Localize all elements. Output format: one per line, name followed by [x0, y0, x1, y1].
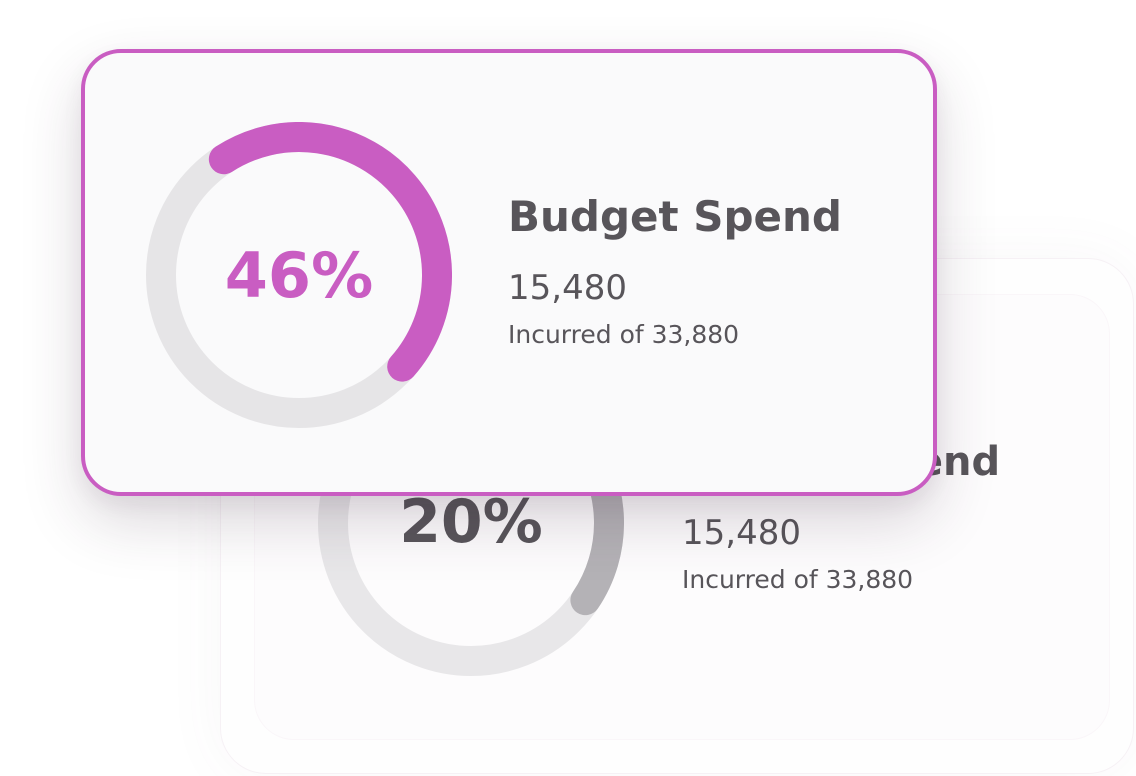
budget-spend-card[interactable] — [81, 49, 937, 496]
front-percent-label: 46% — [224, 239, 374, 312]
front-ring-progress — [208, 122, 452, 382]
back-card-subtitle: Incurred of 33,880 — [682, 565, 914, 594]
back-percent-label: 20% — [399, 487, 543, 557]
front-card-subtitle: Incurred of 33,880 — [508, 320, 740, 349]
front-card-title: Budget Spend — [508, 192, 842, 241]
front-progress-ring — [146, 122, 452, 428]
back-card-amount: 15,480 — [682, 513, 801, 553]
front-card-amount: 15,480 — [508, 268, 627, 308]
